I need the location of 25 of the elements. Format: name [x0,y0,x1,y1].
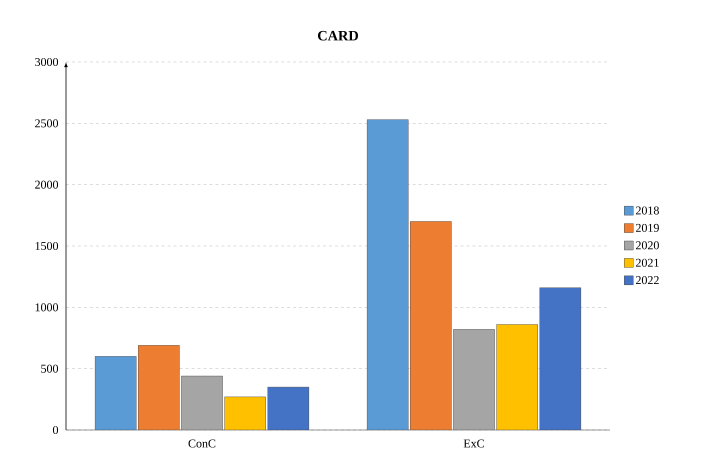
bar [366,119,408,430]
bar [496,324,538,430]
bar [540,288,582,430]
legend-label: 2021 [636,258,659,267]
y-tick-label: 1000 [36,303,58,312]
chart-title: CARD [318,30,358,41]
y-tick-label: 3000 [35,58,58,66]
bar [268,386,310,430]
bar [94,356,136,430]
y-tick-label: 2500 [35,119,58,128]
bar [181,376,223,430]
y-tick-label: 500 [41,364,58,373]
bar [138,345,180,430]
legend-label: 2020 [636,241,659,250]
x-tick-label: ConC [188,439,216,448]
y-tick-label: 0 [52,426,58,434]
bar [453,329,495,430]
x-tick-label: ExC [464,439,484,448]
legend-label: 2022 [636,276,659,284]
legend-label: 2019 [636,224,659,232]
y-tick-label: 1500 [36,242,58,250]
bar [224,396,266,430]
bar [410,221,452,430]
legend-label: 2018 [636,206,659,215]
y-tick-label: 2000 [35,180,58,189]
